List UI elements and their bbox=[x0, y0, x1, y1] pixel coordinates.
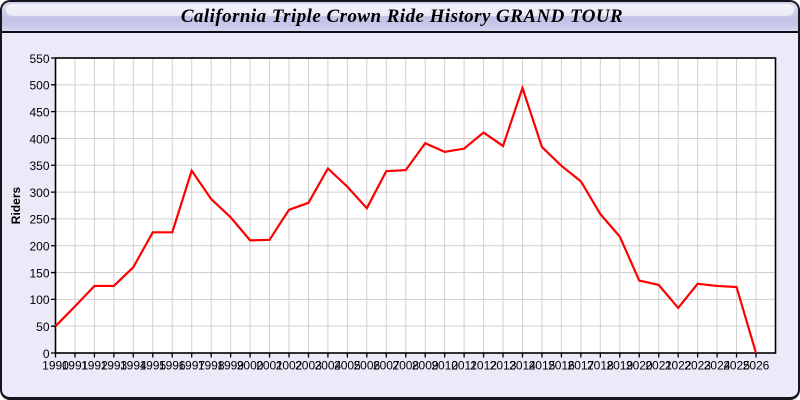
svg-text:Riders: Riders bbox=[9, 187, 23, 225]
svg-text:2023: 2023 bbox=[684, 359, 711, 373]
svg-text:1996: 1996 bbox=[159, 359, 186, 373]
svg-text:2022: 2022 bbox=[665, 359, 692, 373]
svg-text:2003: 2003 bbox=[295, 359, 322, 373]
svg-text:2001: 2001 bbox=[256, 359, 283, 373]
svg-text:1995: 1995 bbox=[139, 359, 166, 373]
svg-text:0: 0 bbox=[43, 347, 50, 361]
svg-text:2009: 2009 bbox=[412, 359, 439, 373]
svg-text:2005: 2005 bbox=[334, 359, 361, 373]
svg-text:150: 150 bbox=[29, 266, 49, 280]
svg-text:2014: 2014 bbox=[509, 359, 536, 373]
svg-text:1997: 1997 bbox=[178, 359, 205, 373]
svg-text:500: 500 bbox=[29, 79, 49, 93]
svg-text:2008: 2008 bbox=[392, 359, 419, 373]
svg-text:1994: 1994 bbox=[120, 359, 147, 373]
svg-text:2026: 2026 bbox=[743, 359, 770, 373]
svg-text:2006: 2006 bbox=[353, 359, 380, 373]
svg-text:1999: 1999 bbox=[217, 359, 244, 373]
svg-text:2000: 2000 bbox=[237, 359, 264, 373]
svg-text:2010: 2010 bbox=[431, 359, 458, 373]
svg-text:2012: 2012 bbox=[470, 359, 497, 373]
svg-text:2017: 2017 bbox=[568, 359, 595, 373]
svg-text:2020: 2020 bbox=[626, 359, 653, 373]
svg-text:100: 100 bbox=[29, 293, 49, 307]
svg-text:2011: 2011 bbox=[451, 359, 477, 373]
svg-text:1993: 1993 bbox=[101, 359, 128, 373]
svg-text:2024: 2024 bbox=[704, 359, 731, 373]
svg-text:2021: 2021 bbox=[645, 359, 672, 373]
svg-text:2018: 2018 bbox=[587, 359, 614, 373]
svg-text:350: 350 bbox=[29, 159, 49, 173]
svg-text:1991: 1991 bbox=[62, 359, 89, 373]
svg-text:400: 400 bbox=[29, 132, 49, 146]
svg-text:2025: 2025 bbox=[723, 359, 750, 373]
svg-text:300: 300 bbox=[29, 186, 49, 200]
svg-text:2004: 2004 bbox=[315, 359, 342, 373]
svg-text:50: 50 bbox=[36, 320, 50, 334]
svg-text:2016: 2016 bbox=[548, 359, 575, 373]
svg-text:2007: 2007 bbox=[373, 359, 400, 373]
svg-text:1998: 1998 bbox=[198, 359, 225, 373]
svg-text:1990: 1990 bbox=[42, 359, 69, 373]
svg-text:450: 450 bbox=[29, 105, 49, 119]
svg-text:250: 250 bbox=[29, 213, 49, 227]
svg-text:2013: 2013 bbox=[490, 359, 517, 373]
svg-text:550: 550 bbox=[29, 52, 49, 66]
svg-text:2015: 2015 bbox=[529, 359, 556, 373]
svg-text:2002: 2002 bbox=[276, 359, 303, 373]
svg-text:2019: 2019 bbox=[606, 359, 633, 373]
svg-text:200: 200 bbox=[29, 240, 49, 254]
svg-text:1992: 1992 bbox=[81, 359, 108, 373]
